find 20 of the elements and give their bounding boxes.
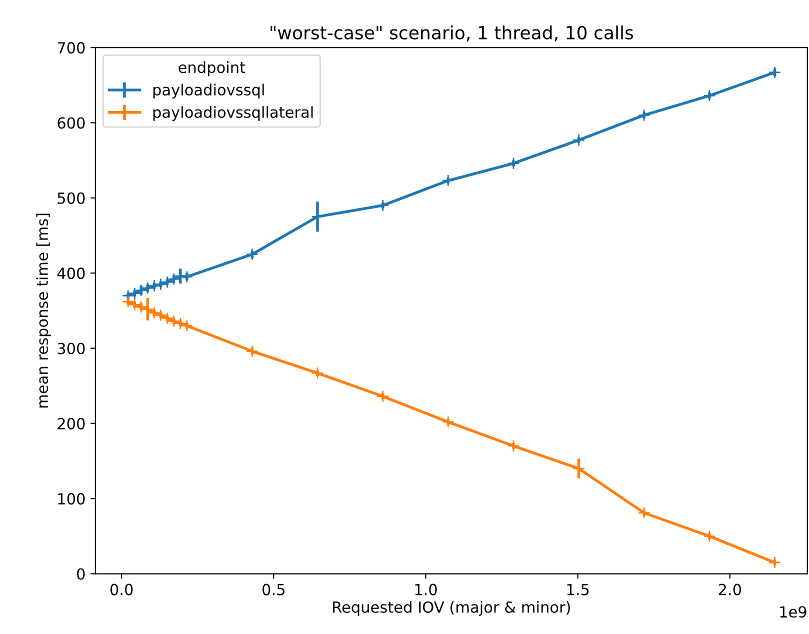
x-tick-label: 0.0: [110, 584, 133, 596]
text: 1e9: [780, 606, 806, 618]
chart-title: "worst-case" scenario, 1 thread, 10 calls: [270, 25, 634, 42]
y-tick-label: 0: [77, 568, 85, 580]
legend-title: endpoint: [178, 61, 246, 76]
y-tick-label: 600: [58, 117, 85, 129]
x-tick-label: 1.0: [415, 584, 437, 596]
y-tick-label: 300: [58, 342, 85, 354]
y-tick-label: 500: [58, 192, 85, 204]
y-tick-label: 400: [57, 268, 85, 280]
y-tick-label: 700: [58, 42, 85, 54]
x-tick-label: 2.0: [718, 584, 742, 596]
y-axis-title: mean response time [ms]: [36, 214, 52, 408]
y-tick-label: 200: [58, 418, 85, 430]
legend-label: payloadiovssqllateral: [153, 106, 313, 121]
y-tick-label: 100: [58, 493, 85, 505]
x-tick-label: 0.5: [262, 584, 284, 596]
legend-label: payloadiovssql: [153, 84, 264, 99]
x-tick-label: 1.5: [567, 584, 589, 596]
x-axis-title: Requested IOV (major & minor): [333, 601, 570, 616]
